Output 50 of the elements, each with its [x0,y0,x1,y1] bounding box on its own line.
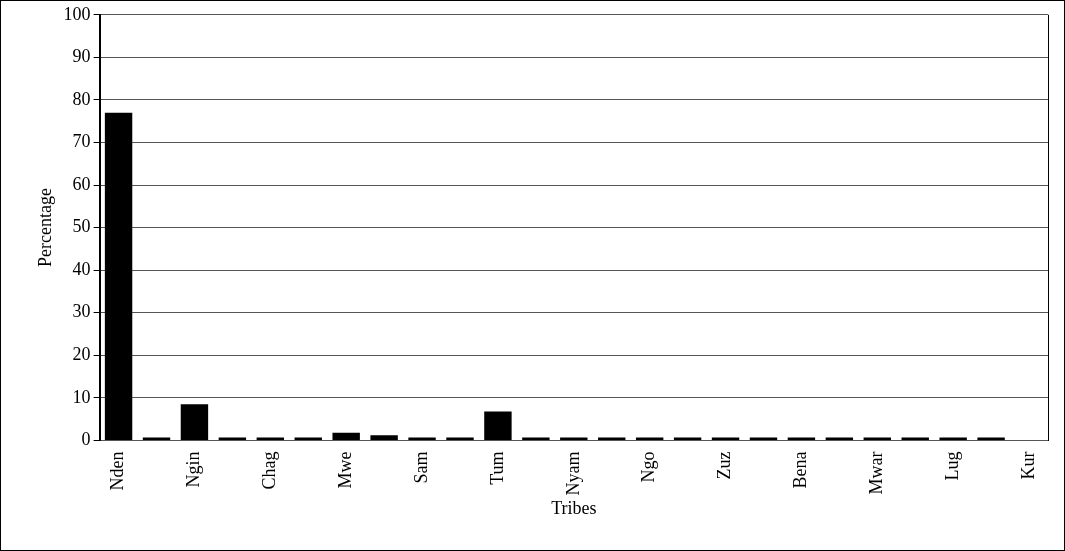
x-tick-label: Sam [410,451,431,484]
bar [825,437,854,440]
bar [939,437,967,440]
y-tick-label: 20 [72,344,91,365]
y-tick-label: 60 [72,173,91,194]
bar [104,112,133,440]
bar [598,437,626,440]
bar [522,437,550,440]
bar [635,437,664,440]
bar [863,437,891,440]
bar [711,437,740,440]
y-tick-label: 70 [72,131,91,152]
y-tick-label: 80 [72,88,91,109]
bar [180,404,209,440]
x-tick-label: Chag [259,451,280,490]
bar [218,437,247,440]
y-tick-label: 90 [72,46,91,67]
bar [787,437,816,440]
x-tick-label: Bena [790,451,811,489]
x-axis-title: Tribes [551,497,597,518]
bar [408,437,436,440]
x-tick-label: Mwe [334,451,355,489]
y-tick-label: 50 [72,216,91,237]
bar [977,437,1005,440]
x-tick-label: Tum [486,451,507,485]
x-tick-label: Lug [941,451,962,481]
x-tick-label: Ngin [183,451,204,488]
y-tick-label: 100 [63,3,91,24]
bar [370,435,398,440]
bar [484,411,512,440]
bar [749,437,778,440]
x-tick-label: Nyam [562,451,583,496]
y-tick-label: 0 [81,429,91,450]
bar [560,437,588,440]
y-tick-label: 40 [72,258,91,279]
bar [673,437,702,440]
bar [142,437,171,440]
x-tick-label: Zuz [714,451,735,480]
x-tick-label: Kur [1017,451,1038,480]
bar [294,437,322,440]
y-axis-title: Percentage [34,188,55,268]
bar [901,437,929,440]
x-tick-label: Ngo [638,451,659,483]
bar [332,432,360,440]
y-tick-label: 10 [72,386,91,407]
bar [446,437,474,440]
x-tick-label: Mwar [866,451,887,495]
x-tick-label: Nden [107,451,128,491]
bar [256,437,285,440]
y-tick-label: 30 [72,301,91,322]
